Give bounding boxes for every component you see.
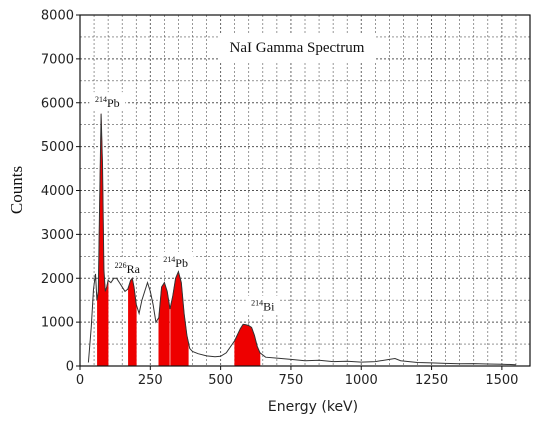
x-tick-label: 500 [208, 373, 233, 388]
peak-label-mass-number: 214 [251, 299, 263, 308]
peak-label-background [245, 295, 280, 314]
x-tick-label: 1500 [485, 373, 518, 388]
peak-fill-area [170, 270, 189, 367]
peak-fill-area [234, 323, 261, 367]
peak-label-element: Ra [127, 262, 141, 276]
peak-label-background [109, 257, 146, 276]
peak-label-element: Pb [175, 256, 188, 270]
y-tick-label: 3000 [41, 228, 74, 243]
spectrum-line-layer [87, 113, 516, 366]
x-tick-label: 0 [76, 373, 84, 388]
x-tick-label: 1250 [415, 373, 448, 388]
x-tick-label: 750 [279, 373, 304, 388]
y-axis-title: Counts [7, 166, 26, 214]
y-tick-label: 2000 [41, 272, 74, 287]
peak-label-element: Bi [263, 300, 275, 314]
y-tick-label: 0 [66, 360, 74, 375]
peak-label: 226Ra [115, 261, 141, 276]
peak-label-element: Pb [107, 96, 120, 110]
x-tick-label: 1000 [345, 373, 378, 388]
y-tick-label: 7000 [41, 52, 74, 67]
peak-label-background [89, 92, 126, 111]
y-tick-label: 6000 [41, 96, 74, 111]
peak-label: 214Pb [163, 255, 188, 270]
y-tick-label: 4000 [41, 184, 74, 199]
peak-label-background [157, 251, 194, 270]
chart-title: NaI Gamma Spectrum [230, 40, 365, 56]
peak-fill-area [128, 277, 137, 367]
chart-title-box: NaI Gamma Spectrum [218, 33, 376, 61]
peak-label-mass-number: 226 [115, 261, 127, 270]
spectrum-line [87, 113, 516, 366]
y-tick-label: 1000 [41, 316, 74, 331]
y-tick-label: 8000 [41, 9, 74, 24]
peak-label-mass-number: 214 [95, 95, 107, 104]
peak-label: 214Bi [251, 299, 275, 314]
x-tick-label: 250 [138, 373, 163, 388]
y-tick-label: 5000 [41, 140, 74, 155]
peak-label: 214Pb [95, 95, 120, 110]
peak-label-mass-number: 214 [163, 255, 175, 264]
axis-ticks: 0 250 500 750 1000 1250 1500 0 1000 2000 3000 4000 5… [41, 9, 519, 389]
grid-lines [80, 15, 530, 366]
x-axis-title: Energy (keV) [268, 399, 358, 415]
